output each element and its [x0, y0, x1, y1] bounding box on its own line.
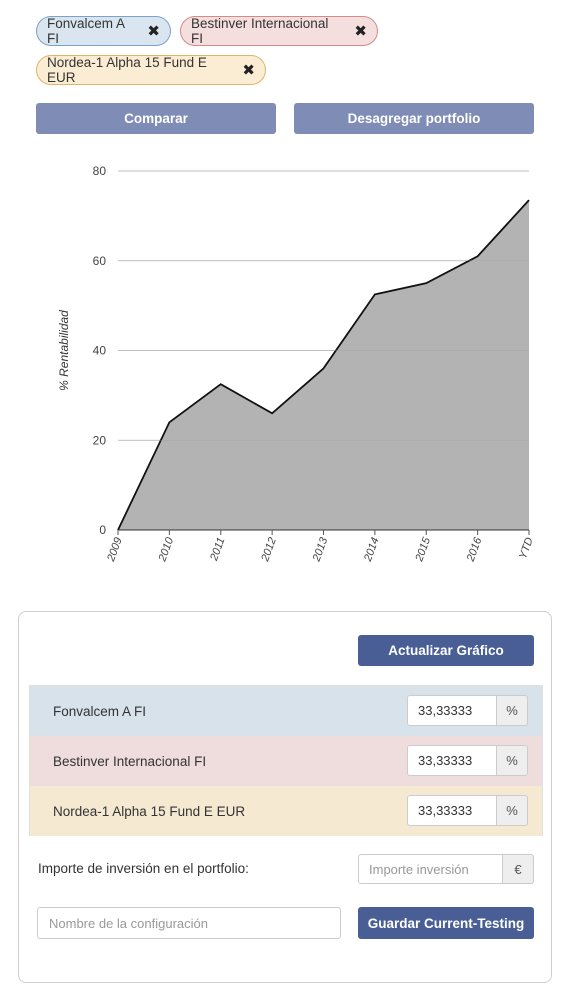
update-chart-button[interactable]: Actualizar Gráfico	[358, 635, 534, 666]
x-tick-label: 2010	[156, 535, 176, 564]
x-tick-label: 2012	[259, 536, 279, 564]
x-tick-label: 2014	[362, 536, 382, 564]
x-tick-label: 2009	[105, 536, 125, 564]
config-name-input[interactable]: Nombre de la configuración	[37, 907, 341, 939]
y-tick-label: 80	[93, 164, 107, 178]
percent-addon: %	[496, 795, 528, 826]
y-tick-label: 20	[93, 433, 107, 447]
fund-name: Bestinver Internacional FI	[53, 753, 207, 769]
weight-input[interactable]	[407, 745, 497, 776]
close-icon[interactable]: ✖	[147, 22, 160, 40]
y-tick-label: 40	[93, 344, 107, 358]
y-tick-label: 0	[99, 523, 106, 537]
y-axis-label: % Rentabilidad	[57, 310, 71, 391]
fund-tag: Nordea-1 Alpha 15 Fund E EUR ✖	[36, 55, 266, 85]
fund-tag: Fonvalcem A FI ✖	[36, 16, 171, 46]
compare-button[interactable]: Comparar	[36, 103, 276, 134]
x-tick-label: 2016	[464, 535, 484, 564]
euro-addon: €	[502, 854, 534, 884]
save-config-button[interactable]: Guardar Current-Testing	[358, 907, 534, 939]
x-tick-label: YTD	[517, 536, 536, 561]
fund-name: Fonvalcem A FI	[53, 703, 147, 719]
allocation-row: Fonvalcem A FI %	[30, 686, 542, 736]
portfolio-panel: Actualizar Gráfico Fonvalcem A FI % Best…	[18, 611, 552, 983]
investment-input[interactable]: Importe inversión	[358, 854, 503, 884]
allocation-table: Fonvalcem A FI % Bestinver Internacional…	[29, 685, 543, 836]
series-area	[118, 200, 529, 530]
x-tick-label: 2013	[310, 535, 330, 564]
close-icon[interactable]: ✖	[242, 61, 255, 79]
returns-chart: 0 20 40 60 80 2009 2010 2011 2012 2013 2014 2015 201…	[57, 164, 536, 564]
x-tick-label: 2015	[413, 535, 433, 564]
fund-tag-label: Fonvalcem A FI	[47, 16, 125, 46]
disaggregate-portfolio-button[interactable]: Desagregar portfolio	[294, 103, 534, 134]
percent-addon: %	[496, 745, 528, 776]
fund-tag: Bestinver Internacional FI ✖	[180, 16, 378, 46]
investment-label: Importe de inversión en el portfolio:	[38, 861, 249, 876]
allocation-row: Nordea-1 Alpha 15 Fund E EUR %	[30, 786, 542, 836]
y-tick-label: 60	[93, 254, 107, 268]
allocation-row: Bestinver Internacional FI %	[30, 736, 542, 786]
weight-input[interactable]	[407, 795, 497, 826]
percent-addon: %	[496, 695, 528, 726]
close-icon[interactable]: ✖	[354, 22, 367, 40]
fund-tag-label: Nordea-1 Alpha 15 Fund E EUR	[47, 55, 207, 85]
weight-input[interactable]	[407, 695, 497, 726]
x-tick-label: 2011	[208, 536, 228, 563]
fund-name: Nordea-1 Alpha 15 Fund E EUR	[53, 803, 246, 819]
fund-tag-label: Bestinver Internacional FI	[191, 16, 329, 46]
